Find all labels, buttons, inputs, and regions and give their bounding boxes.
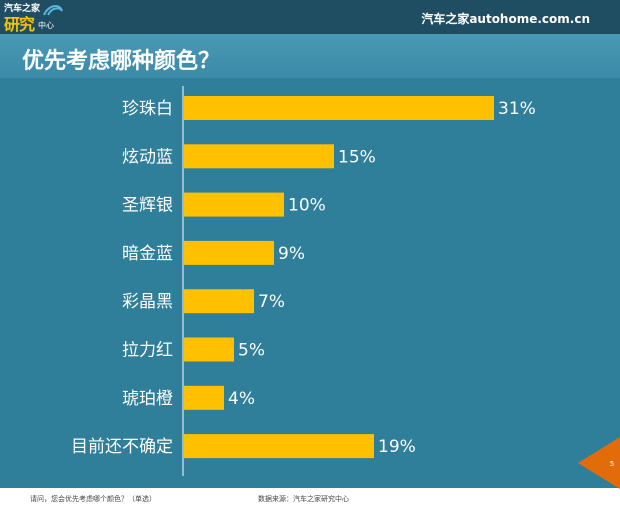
logo-sub-text: 中心	[38, 21, 54, 30]
bar-7	[184, 385, 224, 410]
value-label: 15%	[338, 147, 376, 167]
category-label: 暗金蓝	[122, 244, 173, 264]
research-center-logo: 汽车之家 研究 中心	[4, 1, 64, 34]
bar-5	[184, 289, 254, 314]
value-label: 9%	[278, 244, 305, 264]
page-number: 5	[610, 460, 614, 468]
category-label: 琥珀橙	[122, 389, 173, 409]
bar-4	[184, 240, 274, 265]
top-bar: 汽车之家 研究 中心 汽车之家autohome.com.cn	[0, 0, 620, 34]
page-tab-arrow-icon	[578, 437, 620, 489]
category-label: 目前还不确定	[71, 437, 173, 457]
bar-1	[184, 96, 494, 120]
category-label: 珍珠白	[122, 99, 173, 119]
logo-small-text: 汽车之家	[4, 4, 41, 14]
bar-3	[184, 192, 284, 217]
title-band: 优先考虑哪种颜色？	[0, 34, 620, 78]
value-label: 31%	[498, 99, 536, 119]
footer-source: 数据来源：汽车之家研究中心	[258, 495, 349, 503]
chart-area: 珍珠白 31% 炫动蓝 15% 圣辉银 10% 暗金蓝 9% 彩晶黑 7% 拉力红 5% 琥珀橙 4% 目前…	[0, 78, 620, 488]
bar-8	[184, 434, 374, 459]
category-label: 炫动蓝	[122, 147, 173, 167]
category-label: 彩晶黑	[122, 292, 173, 312]
bar-chart: 珍珠白 31% 炫动蓝 15% 圣辉银 10% 暗金蓝 9% 彩晶黑 7% 拉力红 5% 琥珀橙 4% 目前…	[71, 86, 536, 476]
value-label: 4%	[228, 389, 255, 409]
category-label: 拉力红	[122, 341, 173, 361]
swirl-icon	[43, 5, 63, 16]
logo-big-text: 研究	[4, 15, 35, 34]
bar-6	[184, 337, 234, 362]
brand-logo: 汽车之家autohome.com.cn	[421, 12, 590, 26]
page-title: 优先考虑哪种颜色？	[22, 49, 221, 74]
value-label: 5%	[238, 341, 265, 361]
footer-question: 请问，您会优先考虑哪个颜色？（单选）	[30, 495, 156, 503]
page-number-tab[interactable]: 5	[578, 437, 620, 489]
bar-2	[184, 144, 334, 169]
footer: 请问，您会优先考虑哪个颜色？（单选） 数据来源：汽车之家研究中心	[0, 488, 620, 510]
category-label: 圣辉银	[122, 196, 173, 216]
value-label: 7%	[258, 292, 285, 312]
value-label: 19%	[378, 437, 416, 457]
value-label: 10%	[288, 196, 326, 216]
